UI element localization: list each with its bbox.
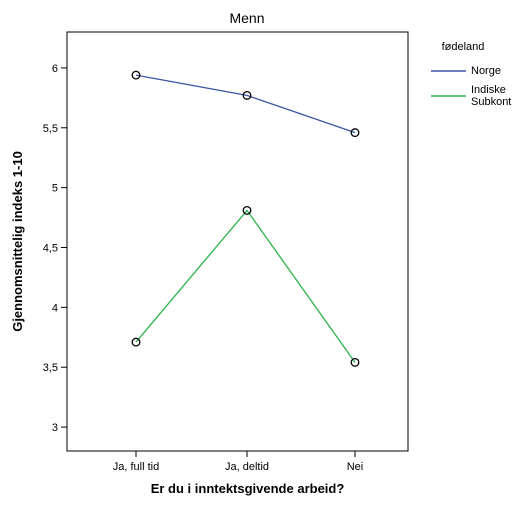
x-axis: Ja, full tid Ja, deltid Nei [113, 451, 363, 473]
y-tick-label: 3,5 [43, 362, 58, 374]
y-tick-label: 4,5 [43, 242, 58, 254]
legend-title: fødeland [442, 41, 485, 53]
series-line-2 [135, 209, 356, 363]
y-tick-label: 3 [52, 422, 58, 434]
chart-title: Menn [229, 10, 264, 26]
x-tick-label: Nei [347, 461, 364, 473]
y-tick-label: 5,5 [43, 123, 58, 135]
y-tick-label: 4 [52, 302, 58, 314]
data-point [350, 357, 360, 367]
plot-area-frame [66, 31, 409, 452]
data-point [242, 90, 252, 100]
x-tick-label: Ja, full tid [113, 461, 159, 473]
data-point [350, 128, 360, 138]
x-tick-label: Ja, deltid [225, 461, 269, 473]
data-point [131, 337, 141, 347]
legend-label: Norge [471, 65, 501, 77]
y-tick-label: 5 [52, 183, 58, 195]
y-tick-label: 6 [52, 63, 58, 75]
series-line-1 [135, 74, 356, 134]
x-axis-title: Er du i inntektsgivende arbeid? [151, 481, 345, 496]
legend-label: Indiske [471, 84, 506, 96]
legend-label: Subkont [471, 96, 511, 108]
data-point [242, 205, 252, 215]
series-layer [131, 70, 360, 367]
y-axis: 3 3,5 4 4,5 5 5,5 6 [43, 63, 67, 434]
y-axis-title: Gjennomsnittelig indeks 1-10 [10, 151, 25, 332]
data-point [131, 70, 141, 80]
